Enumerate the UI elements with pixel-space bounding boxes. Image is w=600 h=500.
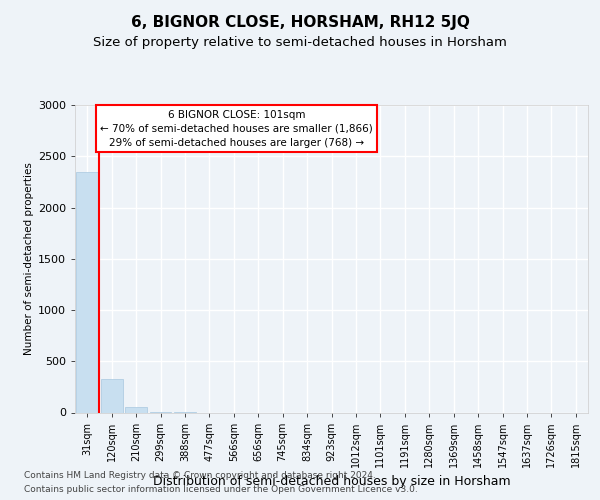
- Bar: [76, 172, 98, 412]
- Text: Contains public sector information licensed under the Open Government Licence v3: Contains public sector information licen…: [24, 484, 418, 494]
- Text: 6 BIGNOR CLOSE: 101sqm
← 70% of semi-detached houses are smaller (1,866)
29% of : 6 BIGNOR CLOSE: 101sqm ← 70% of semi-det…: [100, 110, 373, 148]
- Bar: [125, 407, 147, 412]
- Y-axis label: Number of semi-detached properties: Number of semi-detached properties: [23, 162, 34, 355]
- Text: 6, BIGNOR CLOSE, HORSHAM, RH12 5JQ: 6, BIGNOR CLOSE, HORSHAM, RH12 5JQ: [131, 15, 469, 30]
- X-axis label: Distribution of semi-detached houses by size in Horsham: Distribution of semi-detached houses by …: [152, 476, 511, 488]
- Bar: [101, 378, 122, 412]
- Text: Contains HM Land Registry data © Crown copyright and database right 2024.: Contains HM Land Registry data © Crown c…: [24, 472, 376, 480]
- Text: Size of property relative to semi-detached houses in Horsham: Size of property relative to semi-detach…: [93, 36, 507, 49]
